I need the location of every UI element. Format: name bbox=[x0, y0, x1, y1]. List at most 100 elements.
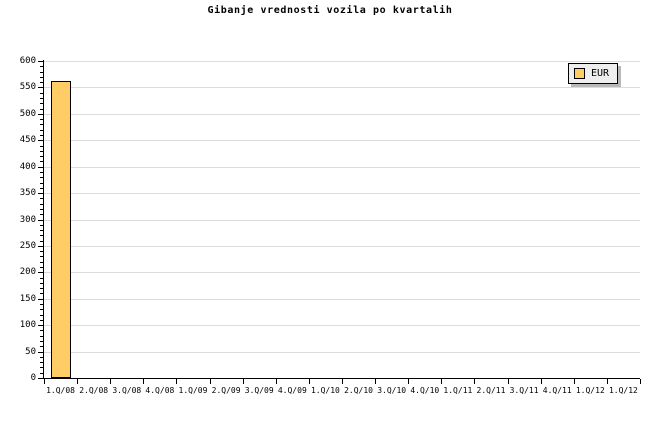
y-axis-minor-tick bbox=[40, 214, 44, 215]
x-axis-tick-label: 1.Q/08 bbox=[46, 386, 75, 395]
y-axis-minor-tick bbox=[40, 241, 44, 242]
y-axis-minor-tick bbox=[40, 367, 44, 368]
x-axis-tick bbox=[342, 379, 343, 384]
chart-title: Gibanje vrednosti vozila po kvartalih bbox=[207, 5, 453, 16]
y-axis-minor-tick bbox=[40, 72, 44, 73]
y-axis-minor-tick bbox=[40, 151, 44, 152]
y-axis-tick-label: 350 bbox=[19, 188, 36, 199]
y-axis-minor-tick bbox=[40, 177, 44, 178]
y-axis-minor-tick bbox=[40, 283, 44, 284]
x-axis-tick-label: 1.Q/09 bbox=[178, 386, 208, 395]
y-axis-minor-tick bbox=[40, 309, 44, 310]
y-axis-tick-label: 200 bbox=[19, 267, 36, 278]
y-axis-minor-tick bbox=[40, 156, 44, 157]
x-axis-tick bbox=[143, 379, 144, 384]
x-axis-tick bbox=[541, 379, 542, 384]
gridline bbox=[44, 219, 640, 221]
y-axis-minor-tick bbox=[40, 362, 44, 363]
gridline bbox=[44, 272, 640, 274]
x-axis-tick-label: 1.Q/12 bbox=[575, 386, 605, 395]
gridline bbox=[44, 325, 640, 327]
y-axis-minor-tick bbox=[40, 66, 44, 67]
y-axis-major-tick bbox=[38, 140, 44, 141]
gridline bbox=[44, 298, 640, 300]
y-axis-minor-tick bbox=[40, 130, 44, 131]
y-axis-line bbox=[43, 60, 44, 379]
y-axis-major-tick bbox=[38, 272, 44, 273]
x-axis-tick bbox=[408, 379, 409, 384]
y-axis-minor-tick bbox=[40, 82, 44, 83]
x-axis-tick-label: 4.Q/09 bbox=[277, 386, 307, 395]
y-axis-major-tick bbox=[38, 114, 44, 115]
x-axis-tick-label: 1.Q/10 bbox=[310, 386, 340, 395]
y-axis-major-tick bbox=[38, 87, 44, 88]
y-axis-minor-tick bbox=[40, 373, 44, 374]
y-axis-tick-label: 50 bbox=[25, 346, 36, 357]
y-axis-minor-tick bbox=[40, 357, 44, 358]
y-axis-major-tick bbox=[38, 193, 44, 194]
y-axis-minor-tick bbox=[40, 77, 44, 78]
x-axis-tick-label: 2.Q/09 bbox=[211, 386, 241, 395]
x-axis-tick bbox=[243, 379, 244, 384]
y-axis-minor-tick bbox=[40, 315, 44, 316]
x-axis-tick bbox=[441, 379, 442, 384]
y-axis-tick-label: 400 bbox=[19, 161, 36, 172]
y-axis-minor-tick bbox=[40, 256, 44, 257]
x-axis-tick bbox=[375, 379, 376, 384]
y-axis-major-tick bbox=[38, 220, 44, 221]
x-axis-tick-label: 4.Q/10 bbox=[410, 386, 440, 395]
y-axis-minor-tick bbox=[40, 161, 44, 162]
y-axis-minor-tick bbox=[40, 198, 44, 199]
y-axis-minor-tick bbox=[40, 304, 44, 305]
y-axis-tick-label: 500 bbox=[19, 108, 36, 119]
y-axis-tick-label: 100 bbox=[19, 320, 36, 331]
x-axis-tick bbox=[77, 379, 78, 384]
y-axis-minor-tick bbox=[40, 288, 44, 289]
chart-legend[interactable]: EUR bbox=[568, 63, 619, 84]
x-axis-tick-label: 1.Q/12 bbox=[608, 386, 638, 395]
y-axis-minor-tick bbox=[40, 293, 44, 294]
legend-color-swatch bbox=[574, 68, 585, 79]
y-axis-labels: 0 50 100 150 200 250 300 350 400 450 500 550 600 bbox=[8, 0, 36, 440]
gridline bbox=[44, 245, 640, 247]
y-axis-minor-tick bbox=[40, 103, 44, 104]
gridline bbox=[44, 113, 640, 115]
x-axis-tick-label: 2.Q/11 bbox=[476, 386, 506, 395]
y-axis-minor-tick bbox=[40, 124, 44, 125]
y-axis-major-tick bbox=[38, 61, 44, 62]
y-axis-minor-tick bbox=[40, 262, 44, 263]
y-axis-minor-tick bbox=[40, 98, 44, 99]
y-axis-minor-tick bbox=[40, 225, 44, 226]
y-axis-minor-tick bbox=[40, 172, 44, 173]
x-axis-tick-label: 2.Q/10 bbox=[344, 386, 373, 395]
x-axis-tick-label: 1.Q/11 bbox=[443, 386, 473, 395]
y-axis-minor-tick bbox=[40, 183, 44, 184]
x-axis-tick bbox=[309, 379, 310, 384]
y-axis-tick-label: 150 bbox=[19, 293, 36, 304]
x-axis-tick-label: 4.Q/11 bbox=[542, 386, 572, 395]
y-axis-minor-tick bbox=[40, 93, 44, 94]
gridline bbox=[44, 87, 640, 89]
x-axis-tick bbox=[210, 379, 211, 384]
x-axis-tick bbox=[276, 379, 277, 384]
y-axis-minor-tick bbox=[40, 346, 44, 347]
plot-area bbox=[44, 61, 640, 378]
y-axis-tick-label: 450 bbox=[19, 135, 36, 146]
y-axis-minor-tick bbox=[40, 188, 44, 189]
x-axis-tick-label: 3.Q/09 bbox=[244, 386, 274, 395]
x-axis-tick-label: 2.Q/08 bbox=[79, 386, 109, 395]
x-axis-tick bbox=[44, 379, 45, 384]
x-axis-tick-label: 3.Q/10 bbox=[377, 386, 407, 395]
y-axis-minor-tick bbox=[40, 119, 44, 120]
x-axis-tick bbox=[640, 379, 641, 384]
y-axis-minor-tick bbox=[40, 278, 44, 279]
y-axis-minor-tick bbox=[40, 109, 44, 110]
bar[interactable] bbox=[51, 81, 71, 378]
y-axis-major-tick bbox=[38, 352, 44, 353]
gridline bbox=[44, 166, 640, 168]
gridline bbox=[44, 140, 640, 142]
x-axis-tick bbox=[574, 379, 575, 384]
x-axis-tick bbox=[176, 379, 177, 384]
x-axis-tick bbox=[508, 379, 509, 384]
y-axis-minor-tick bbox=[40, 320, 44, 321]
